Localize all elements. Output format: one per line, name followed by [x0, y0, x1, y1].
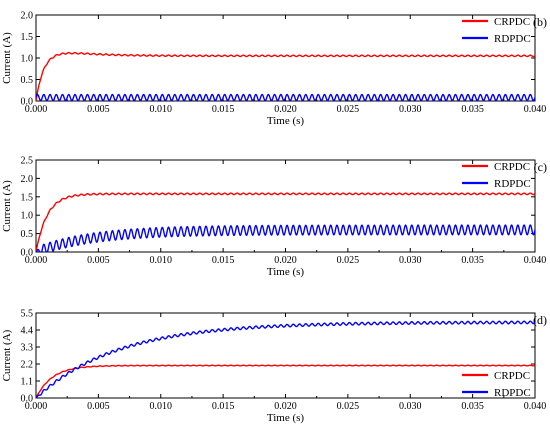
x-tick-label: 0.015: [212, 104, 235, 115]
y-tick-label: 1.5: [21, 192, 34, 203]
y-tick-label: 0.0: [21, 394, 34, 405]
x-tick-label: 0.005: [87, 255, 110, 266]
x-tick-label: 0.020: [274, 104, 297, 115]
y-axis-label: Current (A): [1, 32, 13, 84]
y-tick-label: 5.5: [21, 309, 34, 320]
legend-label: RDPDC: [494, 387, 531, 399]
x-tick-label: 0.040: [524, 255, 547, 266]
x-tick-label: 0.025: [337, 104, 360, 115]
x-tick-label: 0.035: [461, 255, 484, 266]
panel-label: (c): [534, 160, 547, 174]
x-tick-label: 0.030: [399, 255, 422, 266]
panel-label: (b): [533, 15, 547, 29]
y-tick-label: 0.0: [21, 248, 34, 259]
x-axis-label: Time (s): [267, 115, 305, 127]
legend-label: CRPDC: [494, 370, 530, 382]
x-tick-label: 0.040: [524, 104, 547, 115]
series-line-crpdc: [36, 364, 535, 398]
y-tick-label: 2.5: [21, 156, 34, 167]
y-tick-label: 4.4: [21, 326, 34, 337]
y-tick-label: 3.3: [21, 343, 34, 354]
x-tick-label: 0.015: [212, 255, 235, 266]
x-axis-label: Time (s): [267, 412, 305, 424]
chart-panel-2: 0.000 0.005 0.010 0.015 0.020 0.025 0.030 0.035…: [1, 156, 547, 279]
x-tick-label: 0.005: [87, 401, 110, 412]
chart-panel-3: 0.000 0.005 0.010 0.015 0.020 0.025 0.030 0.035…: [1, 309, 547, 425]
series-line-rdpdc: [36, 320, 535, 398]
x-tick-label: 0.020: [274, 401, 297, 412]
x-tick-label: 0.020: [274, 255, 297, 266]
y-axis-label: Current (A): [1, 329, 13, 381]
x-tick-label: 0.035: [461, 401, 484, 412]
plot-frame: [35, 14, 536, 102]
y-tick-label: 1.0: [21, 54, 34, 65]
y-axis-label: Current (A): [1, 180, 13, 232]
x-tick-label: 0.010: [150, 104, 173, 115]
y-tick-label: 1.5: [21, 32, 34, 43]
legend-label: RDPDC: [494, 33, 531, 45]
x-tick-label: 0.005: [87, 104, 110, 115]
x-tick-label: 0.040: [524, 401, 547, 412]
y-tick-label: 2.0: [21, 174, 34, 185]
panel-label: (d): [533, 313, 547, 327]
legend-label: RDPDC: [494, 178, 531, 190]
series-line-rdpdc: [36, 93, 535, 101]
y-tick-label: 1.0: [21, 211, 34, 222]
y-tick-label: 0.0: [21, 97, 34, 108]
x-axis-label: Time (s): [267, 266, 305, 278]
x-tick-label: 0.000: [25, 255, 48, 266]
series-line-rdpdc: [36, 224, 535, 252]
y-tick-label: 1.1: [21, 377, 34, 388]
x-tick-label: 0.000: [25, 104, 48, 115]
legend-label: CRPDC: [494, 161, 530, 173]
x-tick-label: 0.010: [150, 401, 173, 412]
x-tick-label: 0.030: [399, 401, 422, 412]
x-tick-label: 0.000: [25, 401, 48, 412]
x-tick-label: 0.035: [461, 104, 484, 115]
x-tick-label: 0.025: [337, 401, 360, 412]
y-tick-label: 0.5: [21, 229, 34, 240]
x-tick-label: 0.015: [212, 401, 235, 412]
y-tick-label: 2.2: [21, 360, 34, 371]
x-tick-label: 0.025: [337, 255, 360, 266]
series-line-crpdc: [36, 51, 535, 101]
legend-label: CRPDC: [494, 16, 530, 28]
y-tick-label: 0.5: [21, 75, 34, 86]
chart-panel-1: 0.000 0.005 0.010 0.015 0.020 0.025 0.030 0.035…: [1, 11, 547, 128]
x-tick-label: 0.010: [150, 255, 173, 266]
x-tick-label: 0.030: [399, 104, 422, 115]
series-line-crpdc: [36, 192, 535, 252]
y-tick-label: 2.0: [21, 11, 34, 22]
